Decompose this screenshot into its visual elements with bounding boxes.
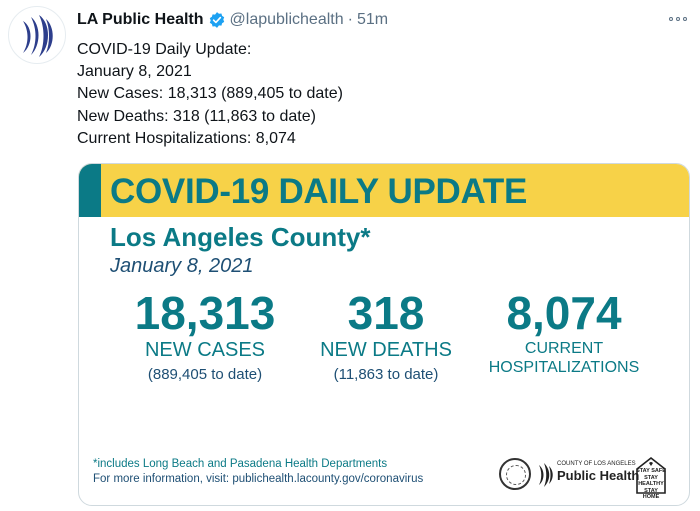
county-name: Los Angeles County* <box>110 222 371 252</box>
stay-home-icon: STAY SAFE STAY HEALTHY STAY HOME <box>634 455 668 500</box>
card-more-info: For more information, visit: publichealt… <box>93 473 424 485</box>
avatar[interactable] <box>8 6 66 64</box>
card-title: COVID-19 DAILY UPDATE <box>110 172 528 211</box>
stat-new-cases: 18,313 NEW CASES (889,405 to date) <box>105 287 305 385</box>
stat-label: NEW CASES <box>144 339 266 361</box>
verified-badge-icon <box>209 12 224 28</box>
account-handle[interactable]: @lapublichealth <box>229 11 344 28</box>
tweet-image-card[interactable]: COVID-19 DAILY UPDATE Los Angeles County… <box>78 163 690 506</box>
tweet-line: COVID-19 Daily Update: <box>77 41 252 58</box>
stat-value: 318 <box>347 287 425 339</box>
title-banner: COVID-19 DAILY UPDATE <box>79 164 689 217</box>
tweet-text: COVID-19 Daily Update: January 8, 2021 N… <box>77 39 343 150</box>
house-outline-icon <box>636 456 666 494</box>
logo-big-text: Public Health <box>557 468 640 483</box>
card-date: January 8, 2021 <box>110 255 254 277</box>
avatar-logo <box>23 15 53 57</box>
county-seal-icon <box>499 458 531 490</box>
banner-accent <box>79 164 101 217</box>
stat-label: NEW DEATHS <box>320 339 452 361</box>
tweet-timestamp[interactable]: 51m <box>356 11 389 28</box>
tweet-line: New Cases: 18,313 (889,405 to date) <box>77 85 343 103</box>
stat-to-date: (889,405 to date) <box>147 366 263 383</box>
separator-dot: · <box>347 11 353 28</box>
stat-label: CURRENT <box>524 340 604 357</box>
stay-line: STAY HEALTHY <box>638 474 664 488</box>
stat-to-date: (11,863 to date) <box>333 366 439 383</box>
stat-value: 8,074 <box>506 287 622 339</box>
card-footnote: *includes Long Beach and Pasadena Health… <box>93 458 388 470</box>
tweet-line: Current Hospitalizations: 8,074 <box>77 129 296 147</box>
stat-label: HOSPITALIZATIONS <box>488 359 640 376</box>
stat-hospitalizations: 8,074 CURRENT HOSPITALIZATIONS <box>474 287 654 377</box>
tweet-line: New Deaths: 318 (11,863 to date) <box>77 107 316 125</box>
stat-value: 18,313 <box>134 287 276 339</box>
logo-small-text: COUNTY OF LOS ANGELES <box>557 461 636 467</box>
stay-home-text: STAY SAFE STAY HEALTHY STAY HOME <box>636 468 666 501</box>
stay-line: STAY HOME <box>642 487 660 501</box>
public-health-mark-icon <box>539 463 553 487</box>
stat-new-deaths: 318 NEW DEATHS (11,863 to date) <box>301 287 471 385</box>
tweet-line: January 8, 2021 <box>77 63 192 81</box>
stay-line: STAY SAFE <box>636 468 666 474</box>
tweet-header: LA Public Health @lapublichealth · 51m <box>77 11 388 29</box>
account-name[interactable]: LA Public Health <box>77 11 204 28</box>
public-health-logo-icon: COUNTY OF LOS ANGELES Public Health <box>537 458 639 492</box>
more-options-icon[interactable] <box>669 12 687 26</box>
